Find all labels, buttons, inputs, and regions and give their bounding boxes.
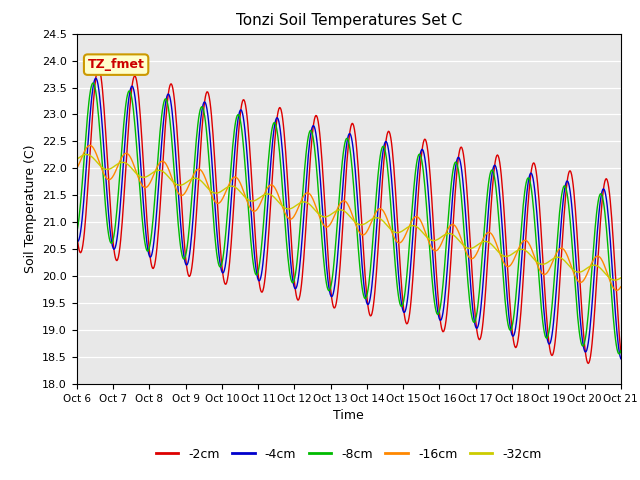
Title: Tonzi Soil Temperatures Set C: Tonzi Soil Temperatures Set C <box>236 13 462 28</box>
X-axis label: Time: Time <box>333 409 364 422</box>
Text: TZ_fmet: TZ_fmet <box>88 58 145 71</box>
Legend: -2cm, -4cm, -8cm, -16cm, -32cm: -2cm, -4cm, -8cm, -16cm, -32cm <box>151 443 547 466</box>
Y-axis label: Soil Temperature (C): Soil Temperature (C) <box>24 144 36 273</box>
